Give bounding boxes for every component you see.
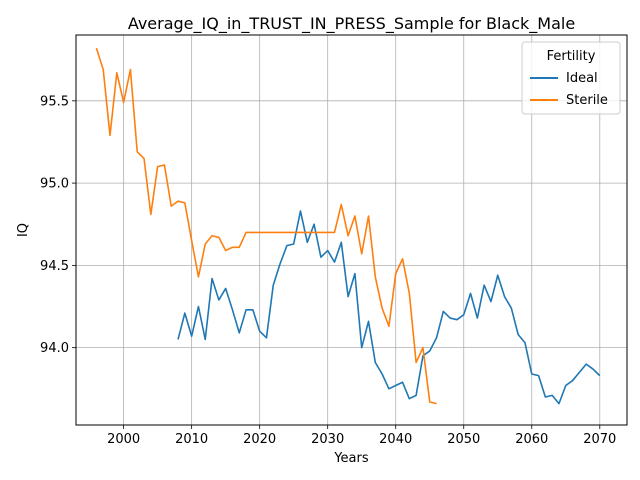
x-tick-label: 2000: [107, 432, 140, 447]
legend-label-sterile: Sterile: [566, 93, 608, 108]
series-line-sterile: [95, 47, 437, 405]
legend: Fertility Ideal Sterile: [521, 41, 621, 115]
x-axis-title: Years: [333, 451, 369, 466]
x-tick-label: 2050: [447, 432, 480, 447]
axis-ticks: 2000 2010 2020 2030 2040 2050 2060 2070 94.0 94.5…: [40, 94, 616, 447]
x-tick-label: 2020: [243, 432, 276, 447]
series-line-ideal: [177, 210, 601, 405]
legend-box: [521, 41, 621, 115]
x-tick-label: 2040: [379, 432, 412, 447]
x-tick-label: 2060: [515, 432, 548, 447]
x-tick-label: 2070: [583, 432, 616, 447]
plot-frame: [75, 34, 628, 426]
y-tick-label: 94.0: [40, 341, 69, 356]
series-lines: [95, 47, 601, 405]
chart-title: Average_IQ_in_TRUST_IN_PRESS_Sample for …: [128, 14, 575, 34]
y-axis-title: IQ: [16, 223, 31, 237]
x-tick-label: 2010: [175, 432, 208, 447]
legend-title: Fertility: [547, 49, 596, 64]
legend-label-ideal: Ideal: [566, 71, 598, 86]
x-tick-label: 2030: [311, 432, 344, 447]
y-tick-label: 94.5: [40, 259, 69, 274]
y-tick-label: 95.5: [40, 94, 69, 109]
y-tick-label: 95.0: [40, 177, 69, 192]
